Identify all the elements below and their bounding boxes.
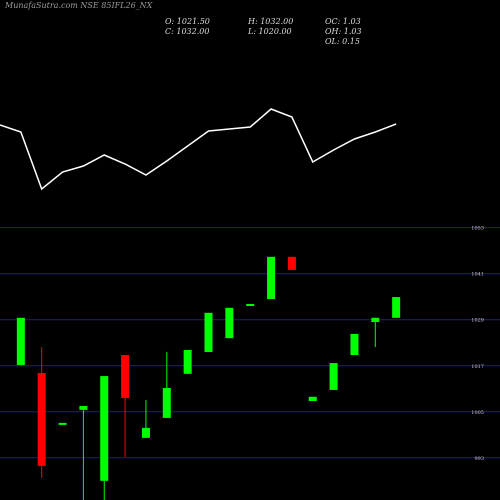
candle-body bbox=[58, 422, 67, 425]
candle-body bbox=[371, 317, 380, 323]
y-tick-label: 1029 bbox=[471, 318, 484, 324]
candle-body bbox=[204, 312, 213, 352]
candle-body bbox=[141, 427, 150, 438]
candle-body bbox=[16, 317, 25, 365]
candle-body bbox=[183, 350, 192, 374]
info-close: C: 1032.00 bbox=[165, 27, 209, 36]
y-tick-label: 1053 bbox=[471, 226, 484, 232]
y-tick-label: 993 bbox=[474, 456, 484, 462]
info-ol: OL: 0.15 bbox=[325, 37, 360, 46]
info-oc: OC: 1.03 bbox=[325, 17, 361, 26]
info-low: L: 1020.00 bbox=[247, 27, 292, 36]
y-tick-label: 1041 bbox=[471, 272, 484, 278]
candle-body bbox=[329, 363, 338, 390]
y-tick-label: 1017 bbox=[471, 364, 484, 370]
candle-body bbox=[308, 396, 317, 402]
candle-body bbox=[246, 304, 255, 306]
info-high: H: 1032.00 bbox=[247, 17, 293, 26]
candle-body bbox=[100, 376, 109, 481]
candle-body bbox=[121, 355, 130, 398]
candle-body bbox=[267, 256, 276, 300]
candle-body bbox=[37, 373, 46, 466]
info-oh: OH: 1.03 bbox=[325, 27, 362, 36]
y-tick-label: 1005 bbox=[471, 410, 484, 416]
site-title: MunafaSutra.com NSE 85IFL26_NX bbox=[4, 1, 153, 10]
candle-body bbox=[392, 297, 401, 318]
line-series bbox=[0, 108, 397, 191]
candle-body bbox=[287, 256, 296, 270]
candle-body bbox=[350, 333, 359, 356]
candle-body bbox=[162, 388, 171, 418]
candle-body bbox=[225, 307, 234, 339]
candle-body bbox=[79, 406, 88, 410]
info-open: O: 1021.50 bbox=[165, 17, 210, 26]
